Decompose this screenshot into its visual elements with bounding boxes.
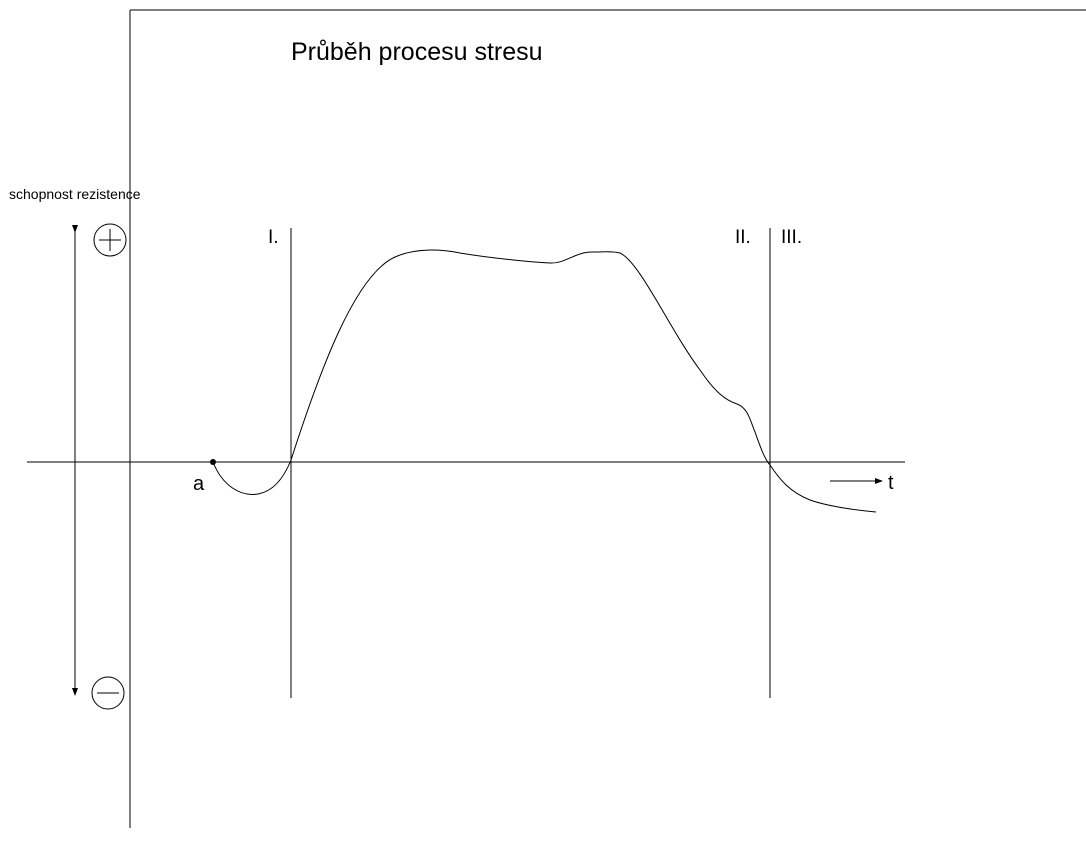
point-label: a bbox=[193, 473, 205, 495]
title: Průběh procesu stresu bbox=[291, 38, 543, 66]
axis-label: schopnost rezistence bbox=[9, 186, 141, 202]
phase-label: III. bbox=[781, 227, 802, 248]
phase-label: II. bbox=[735, 227, 751, 248]
plus-icon bbox=[93, 223, 127, 257]
phase-label: I. bbox=[268, 227, 279, 248]
minus-icon bbox=[91, 676, 125, 710]
time-label: t bbox=[888, 472, 894, 494]
stress-curve bbox=[212, 249, 877, 513]
